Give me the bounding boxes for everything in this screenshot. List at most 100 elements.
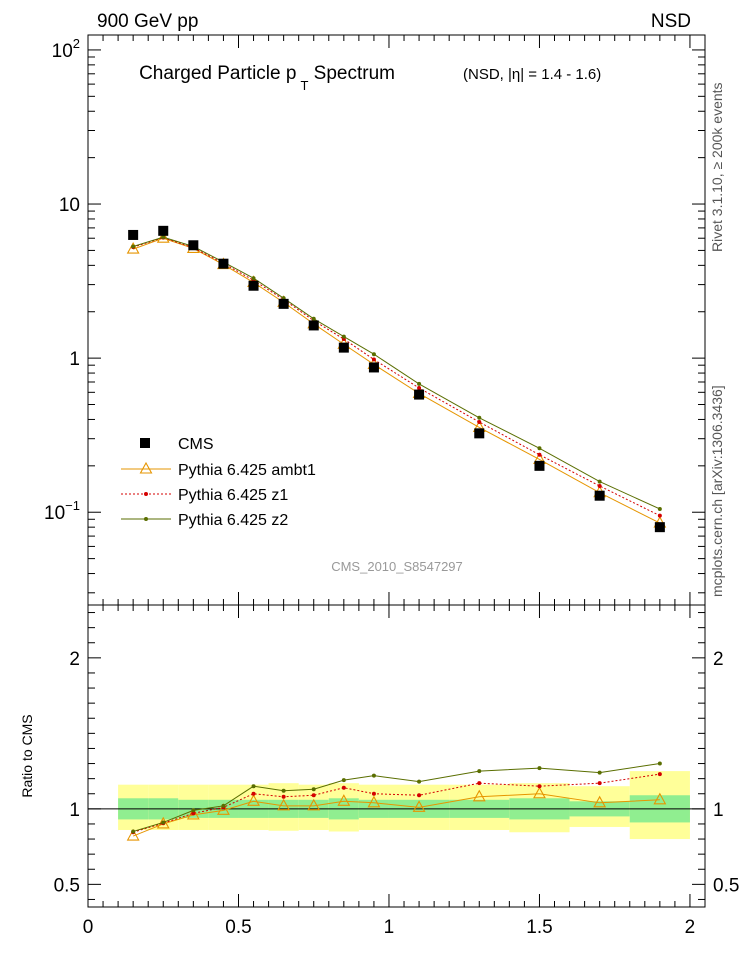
series-point: [131, 244, 136, 249]
series-point: [156, 231, 170, 243]
series-point: [472, 789, 486, 802]
series-point: [417, 779, 422, 784]
series-point: [341, 334, 346, 339]
ratio-panel: 0 0.5 1 1.5 20.5 0.51 12 2: [54, 604, 739, 938]
legend-marker: [139, 461, 153, 474]
series-line: [132, 237, 661, 517]
series-point: [412, 800, 426, 812]
series-point: [477, 769, 482, 774]
series-point: [597, 770, 602, 775]
ratio-frame: [87, 604, 706, 908]
series-point: [417, 793, 422, 798]
ratio-y-tick-label-right: 2: [713, 649, 724, 670]
series-point: [281, 794, 286, 799]
series-point: [371, 773, 376, 778]
cms-point: [414, 389, 425, 400]
series-point: [221, 803, 226, 808]
series-point: [593, 795, 607, 808]
cms-point: [158, 225, 169, 236]
legend-cms-marker: [140, 438, 150, 448]
cms-point: [218, 258, 229, 269]
chart-title: Charged Particle p T Spectrum: [139, 63, 395, 93]
series-point: [371, 357, 376, 362]
rivet-label: Rivet 3.1.10, ≥ 200k events: [709, 82, 725, 252]
series-point: [537, 784, 542, 789]
series-point: [477, 415, 482, 420]
y-tick-label: 10−1: [44, 498, 80, 524]
series-point: [477, 420, 482, 425]
ratio-ylabel: Ratio to CMS: [19, 714, 35, 797]
series-point: [417, 381, 422, 386]
series-point: [657, 513, 662, 518]
series-point: [417, 385, 422, 390]
series-point: [161, 235, 166, 240]
series-point: [371, 352, 376, 357]
watermark: CMS_2010_S8547297: [331, 559, 463, 574]
series-point: [341, 778, 346, 783]
ratio-y-tick-label-right: 1: [713, 800, 724, 821]
series-point: [251, 791, 256, 796]
ratio-y-tick-label: 2: [69, 649, 80, 670]
series-point: [533, 786, 546, 799]
cms-point: [368, 362, 379, 373]
series-point: [311, 316, 316, 321]
series-point: [657, 761, 662, 766]
cms-point: [654, 522, 665, 533]
x-tick-label: 0: [83, 917, 94, 938]
series-point: [191, 811, 196, 816]
title-main2: Spectrum: [308, 63, 395, 84]
legend-label: Pythia 6.425 ambt1: [178, 462, 316, 479]
series-point: [311, 793, 316, 798]
legend-label: Pythia 6.425 z1: [178, 487, 288, 504]
title-main: Charged Particle p: [139, 63, 296, 84]
legend-marker: [144, 492, 148, 496]
series-point: [131, 829, 136, 834]
x-tick-label: 1: [384, 917, 395, 938]
series-point: [251, 276, 256, 281]
cms-point: [248, 280, 259, 291]
cms-point: [128, 229, 139, 240]
series-point: [537, 446, 542, 451]
y-tick-label: 10: [59, 195, 80, 216]
series-point: [251, 784, 256, 789]
title-sub: T: [300, 78, 308, 93]
series-point: [597, 781, 602, 786]
ratio-y-tick-label: 1: [69, 800, 80, 821]
series-point: [311, 787, 316, 792]
series-point: [337, 794, 351, 806]
x-tick-label: 2: [685, 917, 696, 938]
series-point: [277, 798, 291, 811]
y-tick-label-exp: 2: [73, 36, 80, 51]
series-point: [191, 808, 196, 813]
series-line: [133, 763, 660, 832]
series-point: [537, 452, 542, 457]
legend: CMS Pythia 6.425 ambt1 Pythia 6.425 z1 Pyth…: [121, 436, 316, 529]
series-point: [657, 506, 662, 511]
series-point: [371, 791, 376, 796]
cms-point: [594, 490, 605, 501]
mcplots-label: mcplots.cern.ch [arXiv:1306.3436]: [709, 385, 725, 597]
series-point: [247, 794, 260, 806]
cms-point: [474, 428, 485, 439]
y-tick-label-exp: −1: [65, 498, 80, 513]
series-line: [133, 773, 660, 833]
y-tick-label: 1: [69, 349, 80, 370]
header-left: 900 GeV pp: [97, 11, 198, 32]
series-point: [537, 766, 542, 771]
cms-point: [534, 460, 545, 471]
cms-point: [338, 342, 349, 353]
legend-label: CMS: [178, 436, 214, 453]
series-point: [657, 772, 662, 777]
y-tick-label: 102: [52, 36, 80, 62]
series-point: [281, 788, 286, 793]
legend-marker: [144, 517, 148, 521]
series-point: [126, 241, 140, 254]
cms-point: [188, 240, 199, 251]
ratio-y-tick-label-right: 0.5: [713, 875, 739, 896]
y-tick-label-base: 10: [44, 503, 65, 524]
series-line: [132, 236, 661, 510]
series-point: [367, 795, 381, 808]
cms-point: [308, 320, 319, 331]
